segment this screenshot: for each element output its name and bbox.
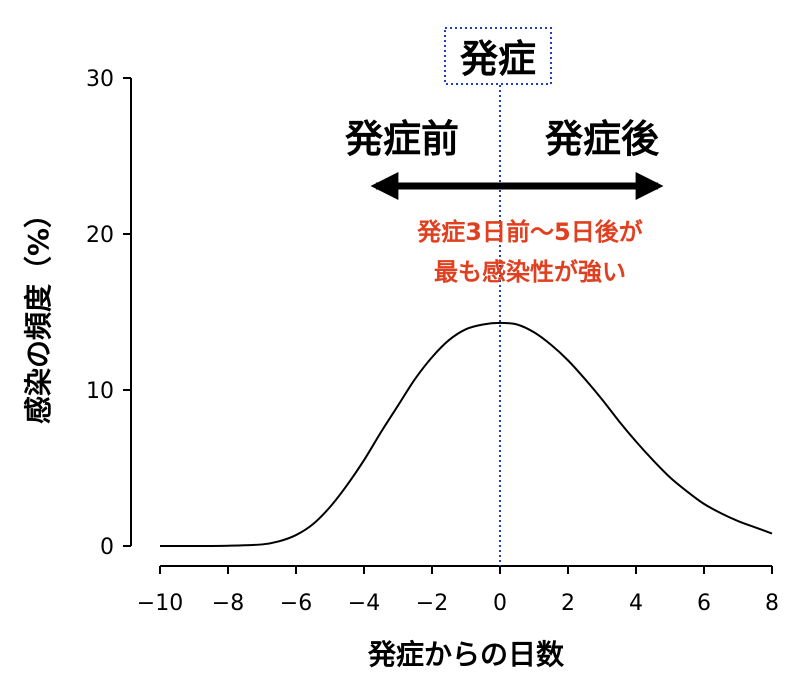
x-tick-label: −2: [416, 591, 448, 616]
x-tick-label: −4: [348, 591, 380, 616]
y-tick-label: 0: [100, 535, 114, 560]
x-tick-label: 2: [561, 591, 575, 616]
x-tick-label: 6: [697, 591, 711, 616]
x-tick-label: 0: [493, 591, 507, 616]
x-tick-label: 8: [765, 591, 779, 616]
after-onset-label: 発症後: [545, 117, 660, 161]
y-tick-label: 20: [86, 223, 114, 248]
x-tick-label: 4: [629, 591, 643, 616]
y-tick-label: 30: [86, 67, 114, 92]
before-onset-label: 発症前: [345, 117, 459, 161]
infectious-period-note-line2: 最も感染性が強い: [434, 258, 626, 286]
x-ticks: −10 −8 −6 −4 −2 0 2 4 6 8: [137, 566, 779, 616]
y-tick-label: 10: [86, 379, 114, 404]
onset-label: 発症: [460, 37, 536, 81]
onset-label-box: [444, 27, 552, 85]
x-tick-label: −6: [280, 591, 312, 616]
x-tick-label: −8: [212, 591, 244, 616]
infectiousness-curve: [159, 321, 773, 548]
y-ticks: 0 10 20 30: [86, 67, 131, 560]
x-axis-title: 発症からの日数: [367, 638, 565, 671]
y-axis-title: 感染の頻度（%）: [22, 200, 55, 424]
x-tick-label: −10: [137, 591, 183, 616]
infectious-period-note-line1: 発症3日前〜5日後が: [416, 218, 642, 246]
